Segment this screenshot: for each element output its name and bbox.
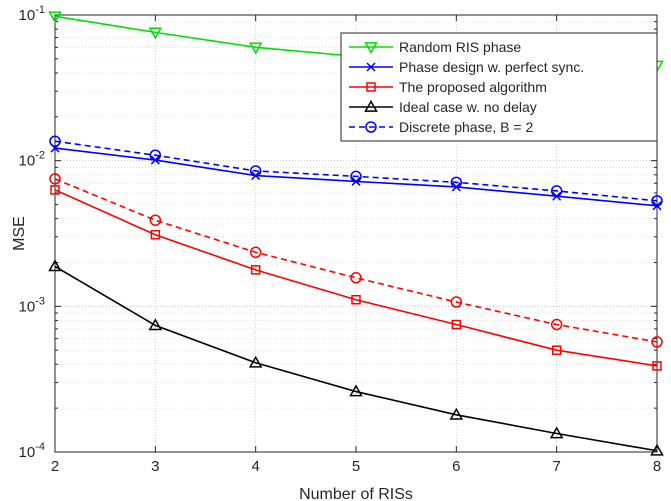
data-point <box>349 384 363 397</box>
y-tick-label: 10-1 <box>19 4 45 24</box>
data-point <box>550 318 563 331</box>
data-point <box>48 259 62 272</box>
data-point <box>49 135 61 147</box>
series-5 <box>49 173 663 348</box>
data-point <box>150 230 161 240</box>
data-point <box>50 185 60 195</box>
x-tick-label: 4 <box>251 458 259 475</box>
data-point <box>249 165 262 177</box>
x-tick-label: 3 <box>151 458 159 475</box>
y-tick-label: 10-2 <box>19 150 45 170</box>
x-tick-label: 6 <box>452 458 460 475</box>
x-tick-label: 5 <box>352 458 360 475</box>
data-point <box>366 62 376 72</box>
legend-box <box>340 32 658 142</box>
legend-item: Ideal case w. no delay <box>349 99 537 115</box>
x-tick-label: 2 <box>51 458 59 475</box>
legend: Random RIS phase Phase design w. perfect … <box>340 32 658 142</box>
series-line <box>54 178 658 343</box>
data-point <box>350 170 362 183</box>
data-point <box>350 272 362 284</box>
legend-item: Discrete phase, B = 2 <box>349 119 533 135</box>
data-point <box>365 121 377 133</box>
data-point <box>652 361 662 371</box>
legend-label: Phase design w. perfect sync. <box>399 59 584 75</box>
series-2 <box>50 185 662 371</box>
series-3 <box>48 259 664 456</box>
y-axis-label: MSE <box>11 216 28 251</box>
data-point <box>149 149 162 161</box>
data-point <box>351 294 361 305</box>
legend-item: The proposed algorithm <box>349 79 547 95</box>
data-point <box>248 355 263 368</box>
x-tick-label: 8 <box>653 458 661 475</box>
legend-label: Ideal case w. no delay <box>399 99 537 115</box>
series-4 <box>49 135 663 207</box>
legend-label: Random RIS phase <box>399 39 521 55</box>
data-point <box>248 42 263 55</box>
data-point <box>450 176 463 189</box>
x-tick-label: 7 <box>552 458 560 475</box>
data-point <box>651 336 663 348</box>
data-point <box>149 214 162 226</box>
x-axis-label: Number of RISs <box>299 486 413 501</box>
data-point <box>449 407 464 420</box>
data-point <box>48 11 62 24</box>
series-line <box>54 189 658 367</box>
legend-label: Discrete phase, B = 2 <box>399 119 533 135</box>
data-point <box>549 426 564 439</box>
data-point <box>249 246 262 259</box>
data-point <box>148 318 163 331</box>
data-point <box>451 319 462 330</box>
data-point <box>651 195 663 207</box>
legend-label: The proposed algorithm <box>399 79 547 95</box>
y-tick-label: 10-3 <box>19 295 45 315</box>
data-point <box>364 99 378 112</box>
data-point-stroke <box>366 62 376 72</box>
data-point <box>550 185 563 197</box>
legend-item: Phase design w. perfect sync. <box>349 59 584 75</box>
data-point <box>148 27 163 40</box>
y-tick-label: 10-4 <box>19 441 45 461</box>
data-point <box>450 296 463 308</box>
series-line <box>54 265 658 452</box>
data-point <box>49 173 61 185</box>
data-point <box>366 82 376 92</box>
data-point <box>364 42 378 55</box>
data-point <box>551 345 562 355</box>
series-line <box>54 140 658 202</box>
data-point <box>250 265 261 275</box>
data-point <box>650 443 664 456</box>
legend-item: Random RIS phase <box>349 39 521 55</box>
